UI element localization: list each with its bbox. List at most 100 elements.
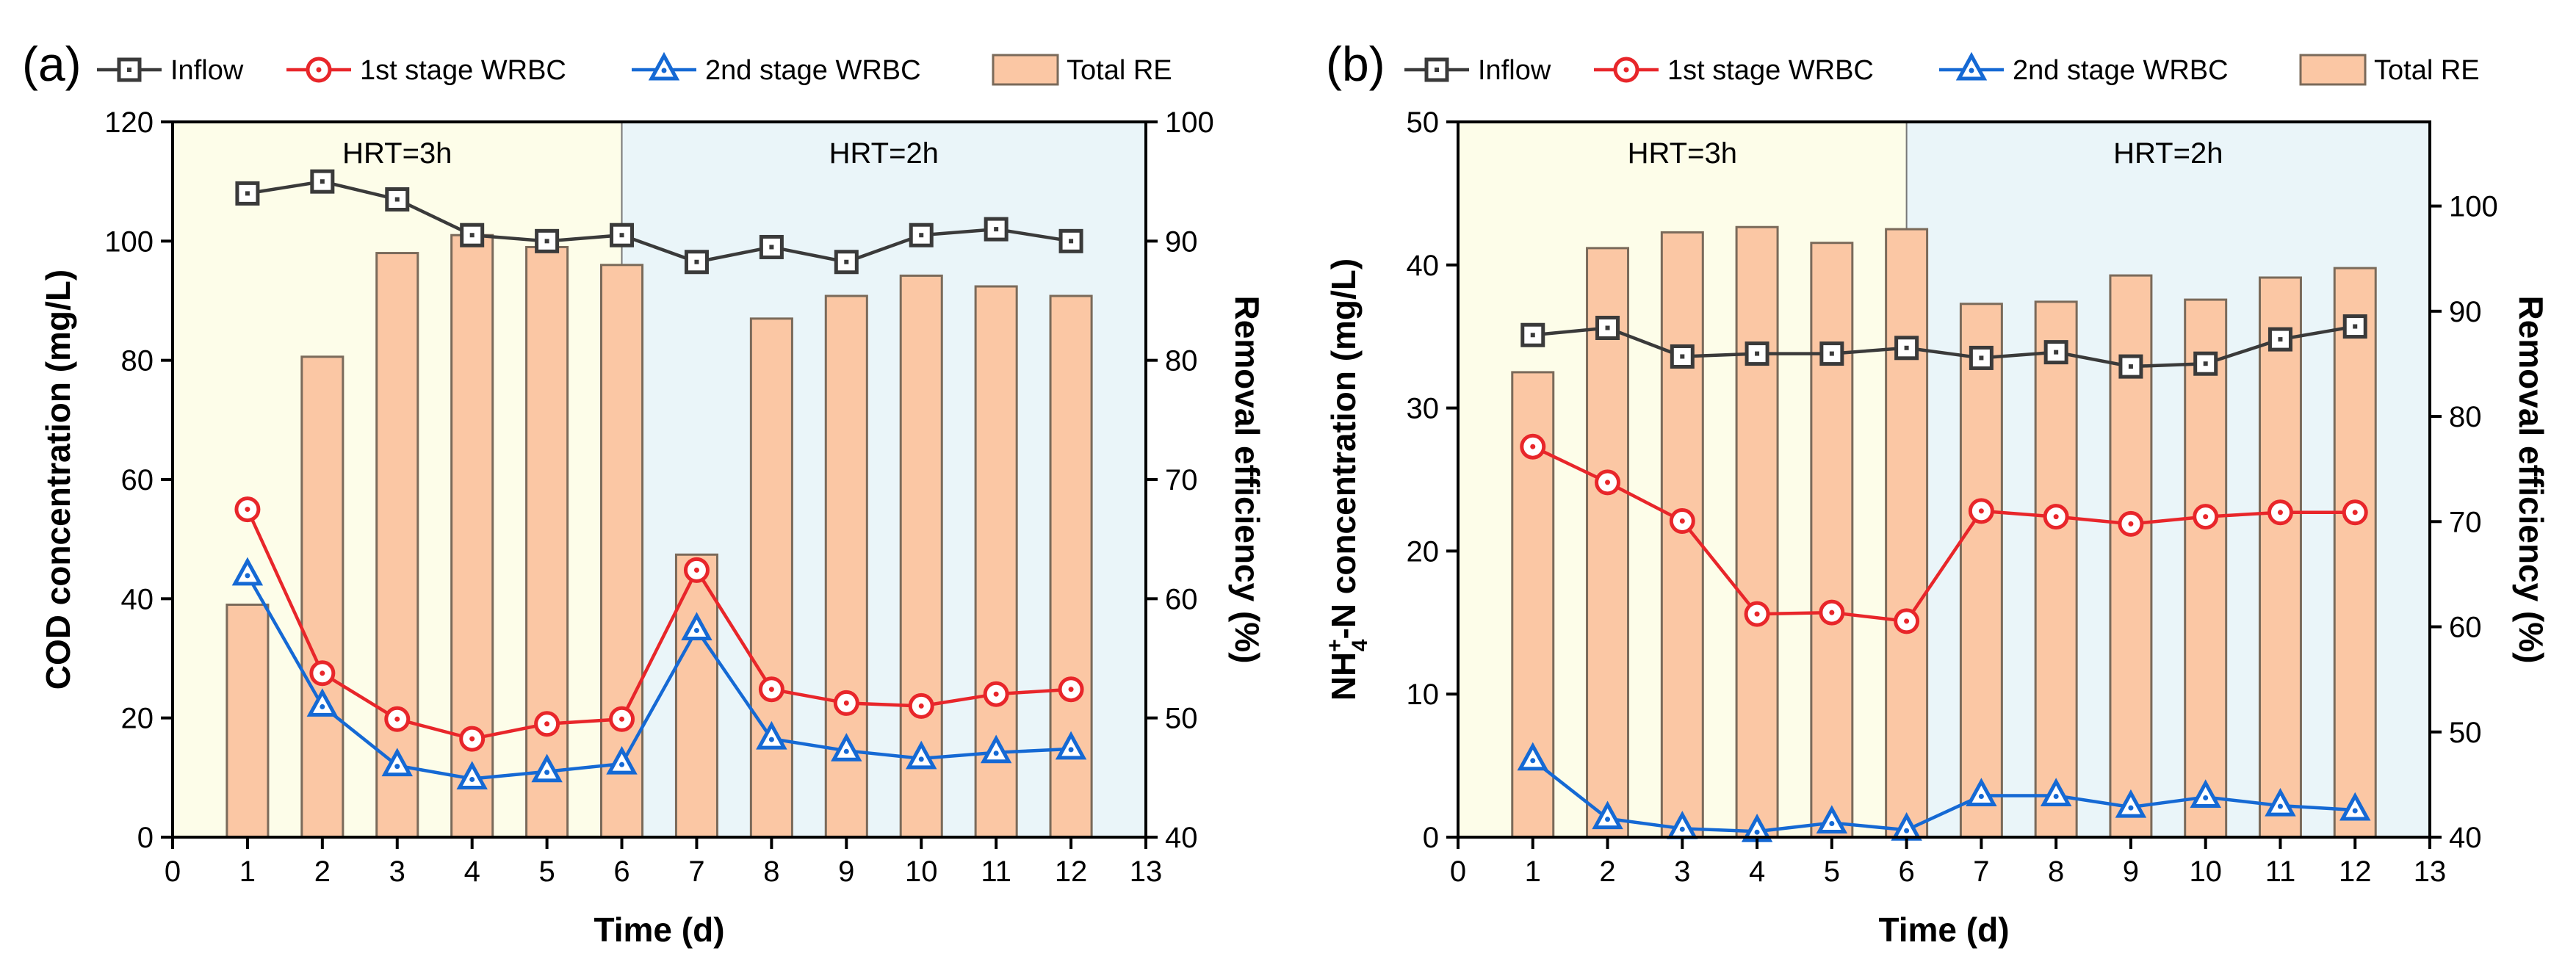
panel-a-point-triangle [1055, 731, 1087, 760]
legend-marker-triangle [648, 51, 680, 81]
panel-a-legend-item: Total RE [992, 54, 1172, 86]
panel-a-point-triangle [606, 745, 638, 775]
panel-a-point-square-dot [994, 227, 999, 232]
panel-b-point-circle-dot [2352, 510, 2358, 516]
panel-b-bar-total-re [1885, 228, 1929, 839]
panel-a-y-tick-label: 60 [121, 464, 154, 496]
panel-b-y2-tick-label: 70 [2449, 506, 2482, 538]
panel-b-point-triangle [2115, 789, 2147, 818]
panel-a-y-tick-label: 40 [121, 583, 154, 615]
legend-marker-triangle-dot [1969, 68, 1974, 73]
panel-b-x-tick-label: 3 [1674, 856, 1690, 888]
legend-marker-square [1424, 57, 1449, 82]
panel-b-point-triangle [2040, 778, 2072, 807]
panel-b-point-triangle [2339, 792, 2371, 821]
panel-b-point-triangle-dot [2053, 794, 2059, 800]
panel-a-point-circle-dot [245, 507, 250, 513]
panel-b-point-circle-dot [1530, 444, 1536, 449]
panel-a-y-tick-label: 20 [121, 703, 154, 735]
panel-b-point-triangle-dot [1904, 828, 1910, 833]
panel-a-point-square [610, 223, 635, 247]
panel-a-point-square [984, 217, 1009, 242]
y-label-base: NH [1324, 652, 1363, 701]
panel-a-point-triangle-dot [993, 750, 999, 756]
panel-b-point-square-dot [1755, 351, 1760, 356]
panel-b-chart: HRT=3h HRT=2h0 1 2 3 4 5 6 7 8 9 10 11 12 130102030405… [1323, 37, 2550, 949]
panel-a-point-triangle-dot [320, 703, 325, 709]
panel-a-legend-item: Inflow [97, 55, 244, 86]
panel-a-point-triangle-dot [394, 764, 400, 770]
panel-b-x-tick-label: 13 [2414, 856, 2447, 888]
panel-a-point-triangle-dot [469, 776, 475, 782]
panel-a-region-label: HRT=3h [342, 137, 452, 170]
panel-b-y2-tick-label: 50 [2449, 717, 2482, 749]
panel-b-plot-frame [1457, 120, 2431, 839]
panel-a-y2-tick-label: 80 [1165, 345, 1198, 377]
panel-a-point-square [909, 223, 934, 247]
panel-b-legend-item: Total RE [2299, 54, 2480, 86]
panel-a-y-axis-label: COD concentration (mg/L) [39, 270, 77, 690]
panel-b-region-label: HRT=2h [2113, 137, 2223, 170]
panel-a-x-tick-label: 7 [688, 856, 704, 888]
panel-a-x-tick-label: 3 [389, 856, 405, 888]
panel-b-legend-item: Inflow [1404, 55, 1551, 86]
panel-b-bar-total-re [1810, 242, 1854, 839]
panel-b-bar-total-re [2333, 267, 2377, 839]
panel-a-point-triangle-dot [245, 573, 250, 579]
panel-a-y-tick-label: 80 [121, 345, 154, 377]
panel-b-point-square [1745, 341, 1769, 366]
panel-a-point-circle-dot [320, 670, 325, 676]
panel-b-point-square-dot [1979, 355, 1984, 361]
panel-a-y-tick-label: 0 [137, 822, 154, 854]
panel-a-point-square [1058, 228, 1083, 253]
legend-label: 2nd stage WRBC [705, 55, 921, 86]
panel-a-legend-item: 2nd stage WRBC [632, 51, 921, 86]
panel-b-point-circle-dot [1679, 518, 1685, 524]
panel-a-y2-tick-label: 50 [1165, 703, 1198, 735]
legend-marker-circle-dot [1623, 67, 1629, 73]
panel-a-point-square-dot [394, 197, 400, 202]
legend-label: 1st stage WRBC [360, 55, 566, 86]
panel-b-y-axis-label: NH+4-N concentration (mg/L) [1323, 258, 1372, 701]
panel-b-point-triangle [1592, 800, 1623, 830]
panel-a-x-tick-label: 8 [763, 856, 779, 888]
panel-a-point-triangle [831, 733, 862, 762]
panel-a-point-square-dot [245, 191, 250, 196]
panel-b-point-circle-dot [1829, 610, 1835, 615]
panel-b-point-square-dot [1680, 354, 1685, 359]
panel-a-point-triangle [980, 734, 1012, 764]
legend-marker-square-dot [1435, 68, 1439, 72]
panel-b-y-tick-label: 20 [1407, 535, 1440, 568]
panel-a-x-tick-label: 9 [838, 856, 854, 888]
panel-a-x-tick-label: 5 [538, 856, 555, 888]
panel-a-point-circle-dot [469, 736, 475, 742]
panel-b-point-triangle-dot [2352, 808, 2358, 814]
panel-b-point-square-dot [1605, 325, 1610, 330]
panel-a-bar-total-re [525, 245, 569, 839]
panel-b-y2-tick-label: 60 [2449, 612, 2482, 644]
panel-a-point-triangle [681, 612, 712, 641]
panel-a-point-square-dot [694, 259, 699, 264]
panel-b-x-tick-label: 6 [1898, 856, 1914, 888]
panel-b-point-square-dot [2128, 364, 2133, 369]
panel-b-point-triangle-dot [1978, 794, 1984, 800]
panel-b-legend-item: 1st stage WRBC [1594, 55, 1874, 86]
panel-b-point-triangle [1816, 805, 1848, 834]
panel-a-point-circle-dot [394, 716, 400, 722]
legend-swatch-total-re [2299, 54, 2367, 86]
panel-b-x-tick-label: 0 [1450, 856, 1466, 888]
panel-b-x-axis-label: Time (d) [1878, 911, 2009, 949]
legend-label: Total RE [1067, 55, 1172, 86]
panel-b-point-circle-dot [2128, 521, 2134, 527]
panel-a-point-triangle-dot [843, 748, 849, 754]
panel-b-y2-tick-label: 100 [2449, 191, 2498, 223]
legend-marker-triangle-dot [661, 68, 667, 73]
legend-marker-square [117, 57, 142, 82]
panel-a-point-square [235, 181, 260, 206]
panel-b-x-tick-label: 11 [2265, 856, 2296, 888]
panel-a-point-triangle-dot [918, 756, 924, 762]
panel-a-label: (a) [22, 37, 82, 91]
panel-a-point-square-dot [320, 179, 325, 184]
panel-b-point-circle-dot [1904, 618, 1910, 624]
